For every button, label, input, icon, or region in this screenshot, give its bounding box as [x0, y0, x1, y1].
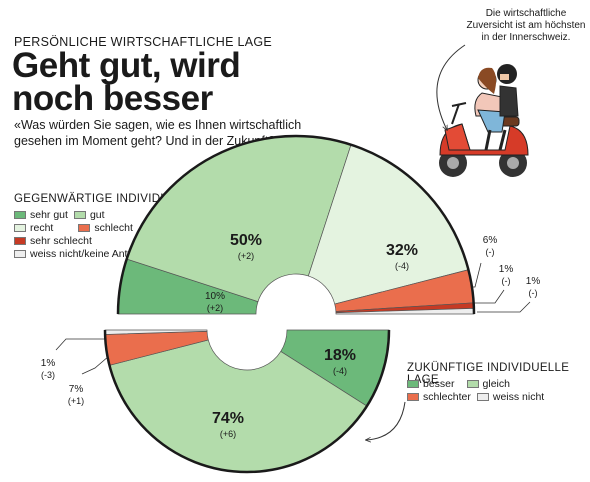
- slice-change-label: (-3): [41, 370, 55, 380]
- legend-swatch: [14, 236, 26, 245]
- slice-change-label: (+2): [207, 303, 223, 313]
- leader-line: [55, 338, 106, 351]
- slice-change-label: (+1): [68, 396, 84, 406]
- legend-label: gleich: [482, 377, 510, 390]
- donut-future: 18% (-4) 74% (+6) 7%(+1) 1%(-3): [41, 329, 391, 474]
- legend-label: recht: [30, 221, 54, 234]
- legend-row: recht schlecht: [14, 221, 153, 234]
- legend-row: besser gleich: [407, 377, 550, 390]
- legend-swatch: [14, 223, 26, 232]
- legend-item: sehr schlecht: [14, 235, 92, 247]
- slice-value-label: 32%: [386, 242, 418, 259]
- legend-row: schlechter weiss nicht: [407, 390, 550, 403]
- slice-change-label: (-): [486, 247, 495, 257]
- slice-value-label: 1%: [41, 358, 56, 369]
- legend-item: schlecht: [78, 222, 133, 234]
- arrow-future: [366, 401, 406, 440]
- leader-line: [81, 355, 110, 375]
- slice-value-label: 1%: [526, 276, 541, 287]
- arrow-note: [436, 44, 466, 130]
- title-line-2: noch besser: [12, 79, 213, 118]
- legend-swatch: [407, 379, 419, 388]
- legend-item: besser: [407, 378, 455, 390]
- legend-label: sehr gut: [30, 208, 68, 221]
- slice-value-label: 10%: [205, 291, 225, 302]
- slice-value-label: 74%: [212, 410, 244, 427]
- legend-swatch: [407, 392, 419, 401]
- legend-swatch: [14, 249, 26, 258]
- legend-future: besser gleich schlechter weiss nicht: [407, 377, 550, 403]
- slice-value-label: 18%: [324, 347, 356, 364]
- legend-item: schlechter: [407, 391, 471, 403]
- legend-swatch: [14, 210, 26, 219]
- slice-change-label: (+6): [220, 429, 236, 439]
- legend-swatch: [466, 379, 479, 388]
- legend-label: besser: [423, 377, 455, 390]
- legend-item: weiss nicht: [476, 390, 545, 403]
- legend-row: sehr schlecht: [14, 234, 153, 247]
- donut-outline: [103, 329, 391, 474]
- legend-swatch: [476, 392, 489, 401]
- legend-label: gut: [89, 208, 105, 221]
- illustration-note: Die wirtschaftliche Zuversicht ist am hö…: [466, 8, 586, 43]
- legend-label: weiss nicht/keine Antwort: [30, 247, 148, 260]
- legend-item: recht: [14, 222, 53, 234]
- slice-change-label: (-): [502, 276, 511, 286]
- kicker: PERSÖNLICHE WIRTSCHAFTLICHE LAGE: [14, 35, 273, 49]
- slice-value-label: 1%: [499, 264, 514, 275]
- leader-line: [477, 301, 531, 313]
- legend-current: sehr gut gut recht schlecht sehr schlech…: [14, 208, 153, 260]
- slice-change-label: (-): [529, 288, 538, 298]
- legend-label: schlechter: [423, 390, 471, 403]
- legend-row: weiss nicht/keine Antwort: [14, 247, 153, 260]
- leader-line: [472, 289, 505, 304]
- slice-value-label: 7%: [69, 384, 84, 395]
- legend-item: gleich: [466, 377, 510, 390]
- legend-item: gut: [73, 208, 105, 221]
- donut-outline: [116, 134, 476, 315]
- legend-label: weiss nicht: [492, 390, 545, 403]
- donut-current: 10%(+2)50%(+2) 32%(-4)6%(-)1%(-) 1%(-): [116, 134, 541, 315]
- subtitle: «Was würden Sie sagen, wie es Ihnen wirt…: [14, 118, 302, 148]
- slice-change-label: (+2): [238, 251, 254, 261]
- legend-row: sehr gut gut: [14, 208, 153, 221]
- legend-item: weiss nicht/keine Antwort: [14, 248, 147, 260]
- legend-label: sehr schlecht: [30, 234, 92, 247]
- slice-change-label: (-4): [333, 366, 347, 376]
- slice-change-label: (-4): [395, 261, 409, 271]
- page-title: Geht gut, wird noch besser: [12, 46, 241, 118]
- couple-on-scooter-icon: [439, 64, 529, 177]
- legend-item: sehr gut: [14, 209, 68, 221]
- legend-swatch: [78, 223, 91, 232]
- title-line-1: Geht gut, wird: [12, 46, 241, 85]
- legend-label: schlecht: [94, 221, 133, 234]
- slice-value-label: 6%: [483, 235, 498, 246]
- slice-value-label: 50%: [230, 232, 262, 249]
- legend-swatch: [73, 210, 86, 219]
